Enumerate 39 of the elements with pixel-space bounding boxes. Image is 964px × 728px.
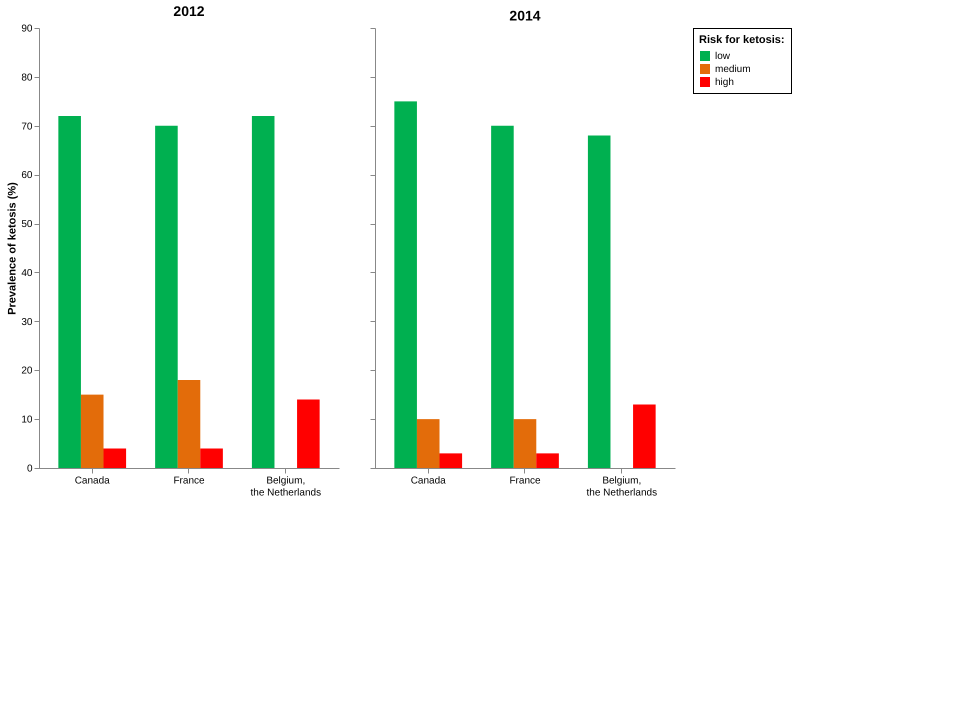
y-tick-label: 70	[21, 121, 33, 132]
chart-title: 2014	[509, 8, 541, 24]
y-axis-title: Prevalence of ketosis (%)	[6, 182, 18, 315]
y-tick-label: 50	[21, 219, 33, 230]
bar	[440, 453, 462, 468]
y-tick-label: 90	[21, 24, 33, 34]
y-tick-label: 60	[21, 170, 33, 182]
bar	[536, 453, 559, 468]
bar	[200, 448, 223, 468]
y-tick-label: 0	[26, 464, 33, 474]
x-tick-label: France	[509, 476, 541, 486]
bar	[588, 136, 610, 468]
y-tick-label: 20	[21, 366, 33, 377]
legend-label: medium	[715, 64, 751, 75]
bar	[514, 419, 536, 468]
chart-title: 2012	[173, 3, 205, 19]
y-tick-label: 40	[21, 268, 33, 279]
bar	[633, 404, 656, 468]
bar	[178, 380, 200, 468]
bar	[252, 116, 274, 468]
bar	[394, 101, 417, 468]
y-tick-label: 10	[21, 414, 33, 426]
bar	[491, 126, 514, 468]
bar	[104, 448, 126, 468]
x-tick-label: Belgium, the Netherlands	[586, 476, 658, 498]
bar	[416, 419, 440, 468]
bar	[297, 400, 320, 468]
legend-label: high	[715, 77, 734, 88]
legend-label: low	[715, 51, 731, 62]
legend-title: Risk for ketosis:	[699, 34, 785, 46]
bar	[58, 116, 81, 468]
y-tick-label: 80	[21, 72, 33, 84]
x-tick-label: Canada	[74, 476, 110, 486]
y-tick-label: 30	[21, 316, 33, 328]
x-tick-label: Belgium, the Netherlands	[250, 476, 322, 498]
x-tick-label: France	[173, 476, 205, 486]
bar	[155, 126, 178, 468]
x-tick-label: Canada	[410, 476, 446, 486]
bar	[80, 394, 104, 468]
